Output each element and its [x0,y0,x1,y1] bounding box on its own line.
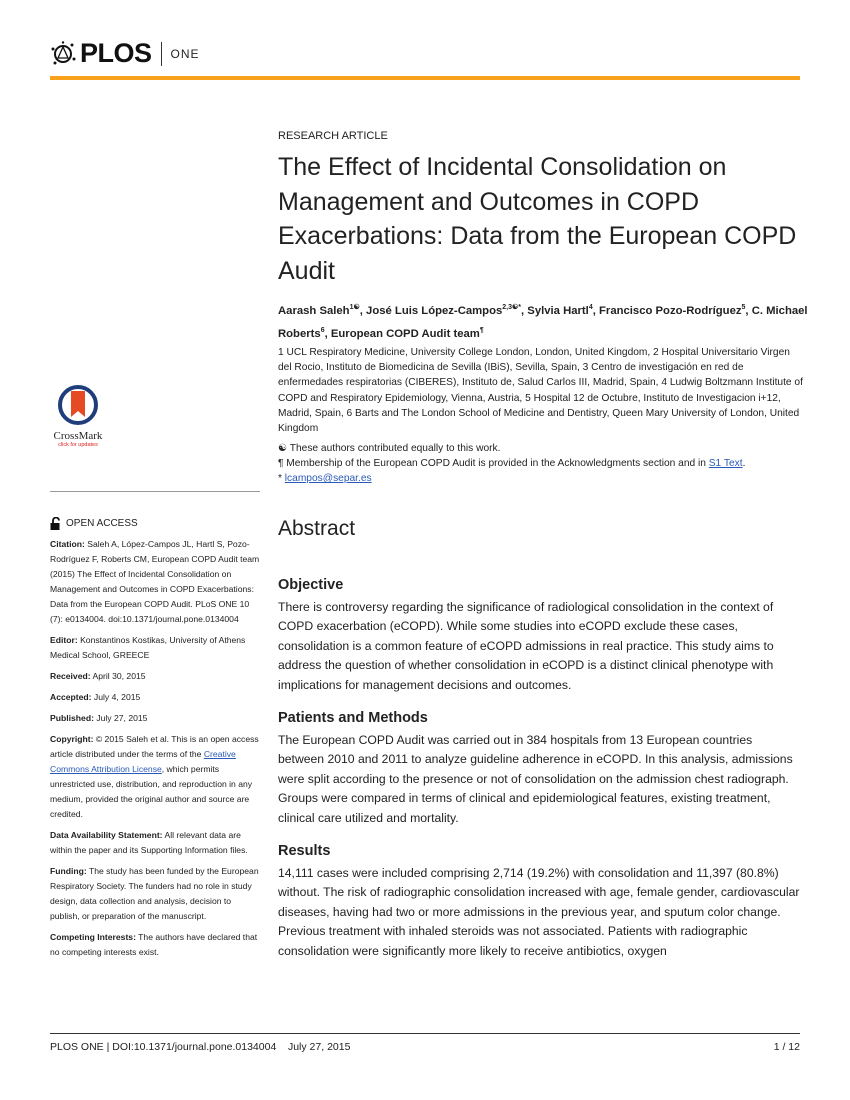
crossmark-badge[interactable]: CrossMark click for updates [50,385,106,448]
open-lock-icon [50,517,60,530]
copyright-text-end: , which permits unrestricted use, distri… [50,764,253,819]
section-heading: Objective [278,577,344,593]
funding: Funding: The study has been funded by th… [50,864,262,924]
author: Francisco Pozo-Rodríguez [599,304,742,317]
editor-label: Editor: [50,635,78,645]
received: Received: April 30, 2015 [50,669,262,684]
open-access-badge: OPEN ACCESS [50,516,262,531]
author-affiliation-mark: 6 [320,326,325,334]
published: Published: July 27, 2015 [50,711,262,726]
sidebar-rule [50,491,260,492]
article-type: RESEARCH ARTICLE [278,130,388,142]
corr-mark: * [278,473,285,484]
section-heading: Patients and Methods [278,710,428,726]
page-number: 1 / 12 [773,1041,800,1053]
accepted-date: July 4, 2015 [91,692,141,702]
section-heading: Results [278,843,331,859]
plos-globe-icon [51,40,76,64]
logo-divider [160,41,162,66]
copyright-label: Copyright: [50,734,94,744]
published-date: July 27, 2015 [93,713,148,723]
author-notes: ☯ These authors contributed equally to t… [278,441,803,486]
competing-interests: Competing Interests: The authors have de… [50,930,262,960]
published-label: Published: [50,713,94,723]
funding-label: Funding: [50,866,87,876]
data-availability: Data Availability Statement: All relevan… [50,828,262,858]
section-text: There is controversy regarding the signi… [278,599,774,692]
membership-text: ¶ Membership of the European COPD Audit … [278,458,709,469]
author-affiliation-mark: 1☯ [349,304,360,311]
logo-text: PLOS [80,38,152,68]
header-rule [50,76,800,80]
footer-rule [50,1033,800,1034]
plos-one-logo: PLOS ONE [50,38,200,69]
citation: Citation: Saleh A, López-Campos JL, Hart… [50,537,262,627]
accepted-label: Accepted: [50,692,92,702]
footer-citation: PLOS ONE | DOI:10.1371/journal.pone.0134… [50,1041,351,1053]
author: C. Michael Roberts [278,304,808,340]
citation-label: Citation: [50,539,85,549]
author: Aarash Saleh [278,304,350,317]
crossmark-icon [58,385,98,425]
competing-text: The authors have declared that no compet… [50,932,258,957]
editor-text: Konstantinos Kostikas, University of Ath… [50,635,246,660]
copyright-text: © 2015 Saleh et al. This is an open acce… [50,734,259,759]
author: Sylvia Hartl [527,304,589,317]
author-affiliation-mark: 2,3☯* [502,304,521,311]
corresponding-note: * lcampos@separ.es [278,471,803,486]
data-text: All relevant data are within the paper a… [50,830,248,855]
citation-text: Saleh A, López-Campos JL, Hartl S, Pozo-… [50,539,260,624]
author-list: Aarash Saleh1☯, José Luis López-Campos2,… [278,304,808,340]
section-text: 14,111 cases were included comprising 2,… [278,865,800,958]
crossmark-sub: click for updates [58,442,98,448]
email-link[interactable]: lcampos@separ.es [284,473,372,484]
s1-text-link[interactable]: S1 Text [708,458,743,469]
membership-note: ¶ Membership of the European COPD Audit … [278,456,803,471]
license-link[interactable]: Creative Commons Attribution License [50,749,236,774]
received-label: Received: [50,671,91,681]
affiliations: 1 UCL Respiratory Medicine, University C… [278,347,803,435]
journal-name: ONE [170,46,200,61]
article-info-sidebar: OPEN ACCESS Citation: Saleh A, López-Cam… [50,516,262,966]
abstract-body: Objective There is controversy regarding… [278,576,800,975]
accepted: Accepted: July 4, 2015 [50,690,262,705]
editor: Editor: Konstantinos Kostikas, Universit… [50,633,262,663]
section-text: The European COPD Audit was carried out … [278,732,793,825]
author-affiliation-mark: 4 [588,304,593,311]
equal-contribution-note: ☯ These authors contributed equally to t… [278,443,501,454]
crossmark-label: CrossMark [53,430,103,442]
author: José Luis López-Campos [366,304,503,317]
copyright: Copyright: © 2015 Saleh et al. This is a… [50,732,262,822]
data-label: Data Availability Statement: [50,830,163,840]
received-date: April 30, 2015 [90,671,146,681]
competing-label: Competing Interests: [50,932,136,942]
article-title: The Effect of Incidental Consolidation o… [278,153,797,285]
author-affiliation-mark: ¶ [479,326,484,334]
author-affiliation-mark: 5 [741,304,746,311]
open-access-label: OPEN ACCESS [66,518,138,529]
membership-end: . [742,458,746,469]
abstract-heading: Abstract [278,517,356,540]
funding-text: The study has been funded by the Europea… [50,866,259,921]
author: European COPD Audit team [330,327,480,340]
